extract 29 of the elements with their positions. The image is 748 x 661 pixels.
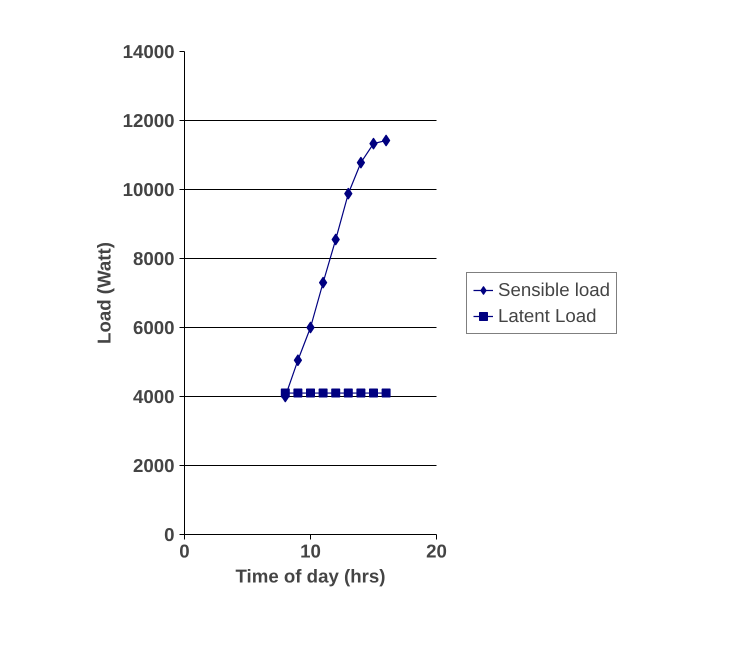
legend-label: Sensible load	[498, 279, 610, 301]
legend-label: Latent Load	[498, 305, 597, 327]
point	[356, 388, 366, 398]
point	[356, 156, 366, 169]
point	[318, 276, 328, 289]
point	[306, 322, 315, 334]
x-tick-label: 20	[426, 540, 447, 562]
point	[369, 138, 378, 150]
y-tick-label: 2000	[132, 455, 175, 476]
y-tick-label: 0	[164, 524, 175, 545]
point	[369, 388, 378, 398]
y-tick-label: 8000	[132, 248, 175, 269]
x-tick-label: 10	[300, 540, 321, 562]
x-tick-label: 0	[179, 540, 190, 562]
y-tick-label: 10000	[122, 179, 175, 200]
y-tick-label: 14000	[122, 41, 175, 62]
point	[331, 388, 340, 398]
point	[318, 388, 328, 398]
y-tick-label: 6000	[132, 317, 175, 338]
y-tick-label: 12000	[122, 110, 175, 131]
x-axis-title: Time of day (hrs)	[236, 566, 386, 586]
point	[344, 388, 353, 398]
point	[293, 388, 302, 398]
point	[306, 388, 315, 398]
point	[382, 134, 390, 147]
y-tick-label: 4000	[132, 386, 175, 407]
point	[294, 354, 302, 366]
y-axis-title: Load (Watt)	[94, 242, 115, 344]
point	[382, 388, 391, 398]
